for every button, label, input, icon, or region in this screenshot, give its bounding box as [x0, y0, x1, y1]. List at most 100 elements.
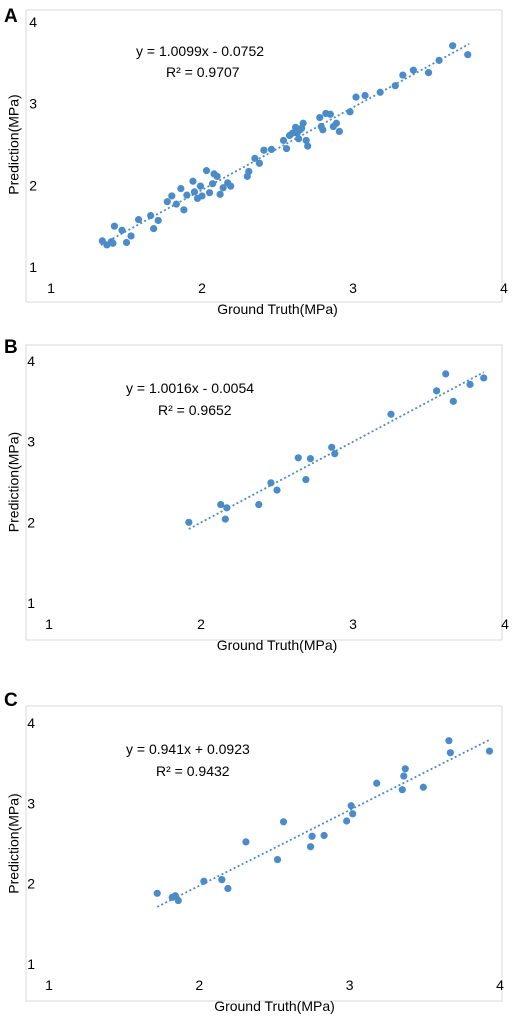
panel-label-c: C [4, 690, 18, 711]
data-point [331, 450, 339, 458]
y-axis-title: Prediction(MPa) [6, 793, 22, 893]
chart-frame-a [25, 9, 503, 303]
chart-panel-a: A 1 2 3 4 1 2 3 4 Ground Truth(MPa) Prediction(MPa… [0, 0, 512, 330]
data-point [127, 232, 135, 240]
y-tick-label: 2 [27, 514, 35, 530]
data-point [387, 410, 395, 418]
data-point [185, 518, 193, 526]
x-axis-title: Ground Truth(MPa) [217, 301, 338, 317]
data-point [409, 66, 417, 74]
data-point [110, 222, 119, 230]
scatter-chart-b: B 1 2 3 4 1 2 3 4 Ground Truth(MPa) Prediction(MPa… [4, 337, 509, 653]
data-point [480, 374, 488, 382]
data-point [200, 877, 208, 885]
data-point [224, 884, 232, 893]
data-point [399, 71, 407, 79]
data-point [445, 737, 453, 745]
data-point [245, 167, 253, 176]
data-point [464, 51, 472, 59]
data-point [227, 182, 235, 190]
data-point [373, 779, 381, 787]
data-point [251, 154, 259, 162]
y-tick-label: 2 [29, 177, 37, 193]
y-axis-title: Prediction(MPa) [6, 432, 22, 532]
data-point [424, 69, 433, 77]
data-point [302, 136, 310, 145]
data-point [147, 211, 155, 220]
data-point [485, 747, 494, 755]
data-point [433, 387, 441, 395]
x-tick-label: 2 [197, 616, 205, 632]
data-point [279, 818, 288, 826]
data-point [308, 832, 316, 840]
x-axis-title: Ground Truth(MPa) [214, 998, 335, 1014]
data-point [213, 172, 221, 180]
x-tick-label: 3 [349, 616, 357, 632]
data-point [109, 239, 117, 247]
data-point [398, 786, 406, 794]
data-point [306, 843, 315, 851]
data-point [223, 504, 231, 512]
x-tick-label: 1 [45, 616, 53, 632]
data-point [335, 127, 344, 136]
y-tick-label: 3 [29, 96, 37, 112]
data-point [172, 200, 180, 208]
data-point [446, 749, 454, 757]
data-point [174, 896, 182, 905]
data-point [218, 876, 226, 884]
data-point [180, 206, 188, 214]
data-point [326, 110, 334, 118]
data-point [255, 500, 263, 509]
data-point [202, 167, 211, 175]
data-point [435, 56, 443, 64]
r-squared-label: R² = 0.9707 [166, 64, 240, 80]
data-point [216, 190, 224, 198]
data-point [183, 191, 191, 199]
data-point [190, 188, 199, 196]
data-point [205, 189, 214, 197]
data-point [346, 108, 354, 116]
y-tick-label: 4 [29, 14, 37, 30]
y-tick-label: 1 [29, 259, 37, 275]
data-point [134, 216, 143, 224]
data-point [332, 119, 340, 127]
panel-label-a: A [4, 6, 18, 27]
x-tick-label: 4 [496, 977, 504, 993]
scatter-chart-a: A 1 2 3 4 1 2 3 4 Ground Truth(MPa) Prediction(MPa… [4, 6, 508, 317]
data-point [279, 136, 288, 145]
x-tick-label: 1 [47, 280, 55, 296]
trendline-equation: y = 1.0099x - 0.0752 [136, 43, 264, 59]
data-point [255, 159, 263, 167]
data-point [295, 135, 303, 143]
data-point [217, 500, 225, 509]
data-point [347, 802, 355, 810]
data-point [219, 184, 227, 192]
scatter-chart-c: C 1 2 3 4 1 2 3 4 Ground Truth(MPa) Prediction(MPa… [4, 690, 504, 1014]
chart-panel-c: C 1 2 3 4 1 2 3 4 Ground Truth(MPa) Prediction(MPa… [0, 686, 512, 1021]
data-point [168, 192, 176, 200]
r-squared-label: R² = 0.9432 [156, 763, 230, 779]
panel-label-b: B [4, 337, 18, 358]
data-point [442, 370, 450, 378]
data-point [221, 515, 229, 523]
x-tick-label: 2 [198, 280, 206, 296]
data-point [328, 443, 336, 451]
data-point [306, 455, 315, 463]
data-point [400, 772, 408, 780]
x-tick-label: 2 [195, 977, 203, 993]
x-tick-label: 3 [349, 280, 357, 296]
data-point [343, 817, 351, 825]
data-point [208, 180, 217, 188]
data-point [401, 765, 409, 773]
trendline [100, 43, 470, 246]
data-point [361, 91, 369, 100]
data-point [320, 831, 328, 840]
data-point [391, 82, 399, 90]
data-point [282, 144, 291, 153]
data-point [122, 238, 131, 247]
data-point [304, 142, 312, 150]
data-point [260, 146, 268, 154]
y-tick-label: 4 [27, 715, 35, 731]
data-point [273, 855, 282, 864]
data-point [154, 216, 162, 225]
